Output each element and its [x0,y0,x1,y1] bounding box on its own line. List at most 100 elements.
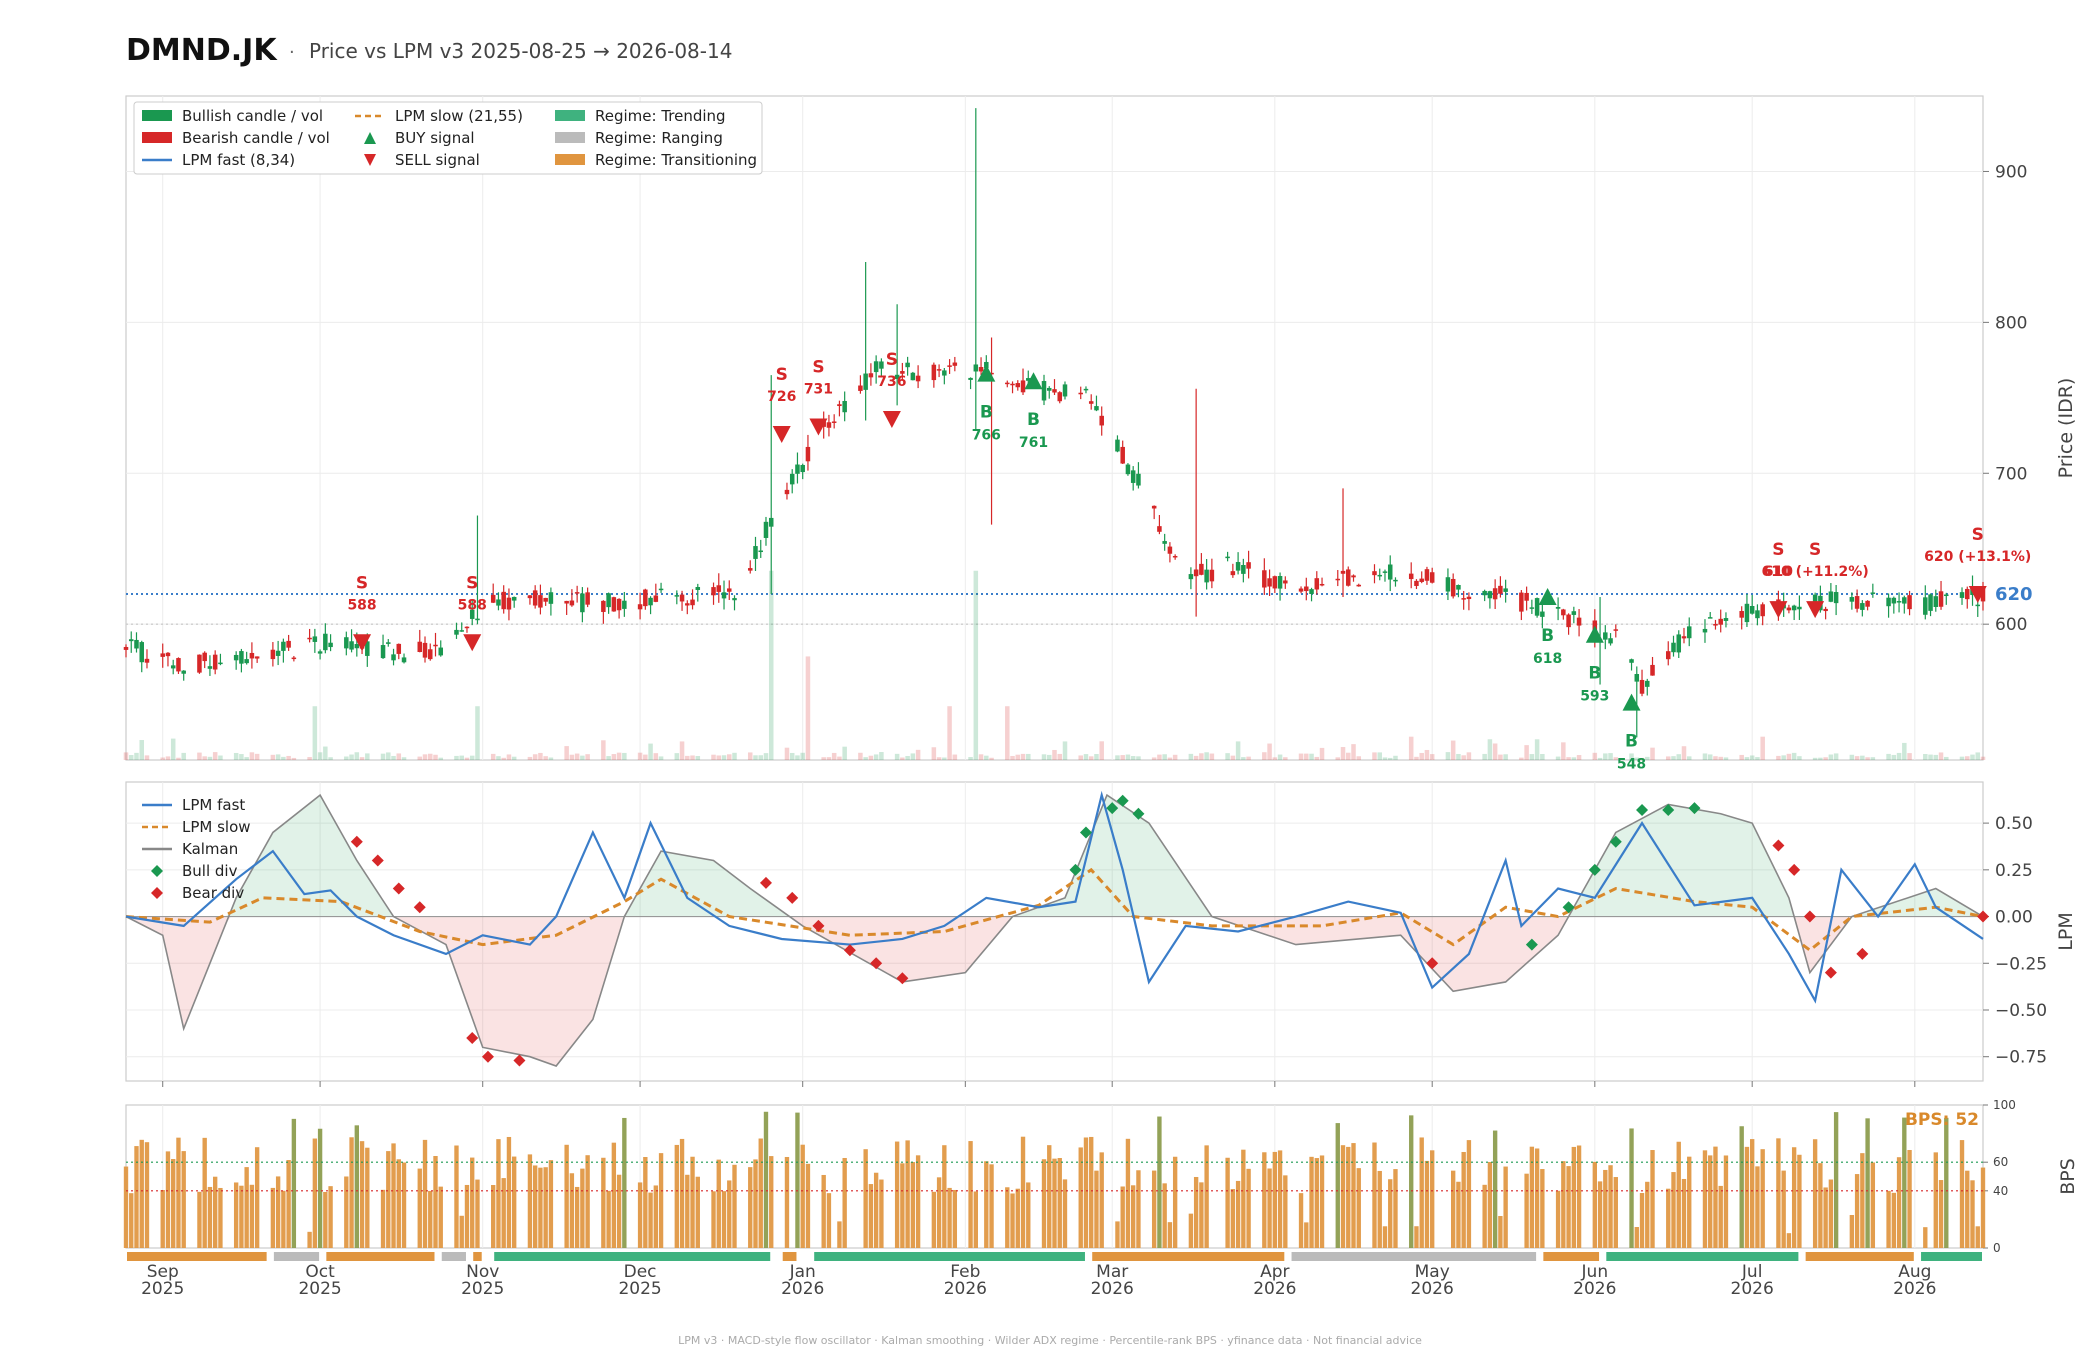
last-price-label: 620 [1995,584,2033,605]
bps-bar [275,1176,281,1248]
candle-body [1860,603,1865,610]
candle-body [1241,564,1246,574]
x-tick-month-label: Sep [147,1262,179,1282]
candle-body [679,594,685,602]
volume-bar [978,754,984,760]
legend-key-patch [142,132,172,143]
bear-div-marker [812,919,825,932]
volume-bar [1319,747,1325,760]
volume-bar [1540,754,1545,760]
sell-signal-letter: S [1772,540,1784,560]
bps-bar [1136,1170,1141,1248]
lpm-legend: LPM fast LPM slow Kalman Bull div Bear div [142,796,251,902]
candle-body [905,362,910,368]
candle-body [433,644,438,647]
signals: S 588 S 588 S 726 S 731 S 736 B 766 B 761 B 618 B 593 B 548… [347,350,2031,773]
lpm-y-tick-label: 0.25 [1995,861,2033,881]
bps-bar [286,1160,291,1248]
candle-body [286,640,291,648]
volume-bar [1298,753,1304,760]
volume-bar [386,752,391,760]
bps-bar [470,1157,475,1248]
x-tick-month-label: Apr [1260,1262,1289,1282]
bps-bar [1902,1117,1907,1248]
volume-bar [1592,752,1598,760]
bps-bar [527,1154,533,1248]
bps-bar [842,1157,847,1248]
candle-body [1498,585,1503,594]
candle-body [543,597,548,602]
sell-signal-marker [882,410,901,428]
bps-bar [1650,1150,1655,1248]
bull-div-marker [1562,901,1575,914]
bps-bar [1005,1187,1010,1248]
bps-bar [1015,1188,1020,1248]
candle-body [1571,611,1577,615]
bear-div-marker [1977,910,1989,923]
bps-bar [1298,1193,1304,1248]
volume-bar [312,706,318,760]
volume-bar [1676,754,1682,760]
candle-body [344,637,349,649]
volume-bar [1230,755,1236,760]
bps-bar [1938,1180,1944,1248]
bear-div-marker [1803,910,1816,923]
volume-bar [1975,752,1981,760]
volume-bar [1760,736,1765,760]
legend-key-patch [555,132,585,143]
bps-bar [721,1191,727,1248]
bps-bar [1797,1154,1802,1248]
candle-body [601,600,606,612]
candle-body [1487,591,1493,599]
bps-bar [1708,1155,1713,1248]
volume-bar [1340,747,1346,760]
volume-bar [1382,757,1388,760]
volume-bar [1833,753,1839,760]
bear-div-marker [786,891,799,904]
volume-bar [800,752,805,760]
volume-bar [176,757,181,760]
volume-bar [1372,752,1377,760]
lpm-legend-label: Kalman [182,840,238,858]
volume-bar [1555,756,1561,760]
volume-bar [1026,753,1031,760]
volume-bar [1445,752,1451,760]
volume-bar [837,756,842,760]
bps-bar [1760,1149,1765,1248]
regime-segment [1606,1252,1799,1261]
volume-bar [1283,757,1288,760]
bps-bar [1099,1152,1104,1248]
x-tick-month-label: Mar [1096,1262,1128,1282]
volume-bar [1377,752,1382,760]
bps-bar [1193,1176,1199,1248]
candle-body [695,586,701,590]
volume-bar [1639,757,1645,760]
price-legend-label: Bullish candle / vol [182,107,323,125]
bear-div-marker [371,854,384,867]
volume-bar [391,755,396,760]
bps-bar [491,1185,496,1248]
bps-bar [1870,1162,1876,1248]
candle-body [401,657,407,663]
candle-body [658,588,664,591]
candle-body [380,645,386,659]
volume-bar [1204,752,1209,760]
buy-signal-letter: B [1541,626,1554,646]
bps-bar [1739,1126,1744,1248]
volume-bar [344,756,349,760]
kalman-negative-fill [126,916,1983,1067]
candle-body [328,642,333,648]
bps-bar [176,1137,181,1248]
candle-body [1739,610,1744,618]
volume-bar [1498,754,1503,760]
bps-bar [1634,1227,1639,1248]
bps-bar [1529,1146,1535,1248]
bps-bar [1603,1169,1608,1248]
bps-bar [1744,1146,1750,1248]
candle-body [1130,470,1136,483]
volume-bar [328,757,333,760]
volume-bar [197,752,202,760]
buy-signal-price-label: 766 [972,428,1001,444]
candle-body [1115,439,1120,452]
candle-body [1419,578,1424,582]
